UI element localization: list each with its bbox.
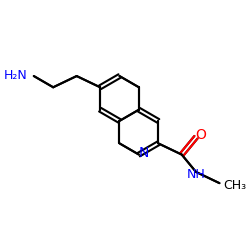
Text: CH₃: CH₃ — [224, 179, 247, 192]
Text: N: N — [138, 146, 148, 160]
Text: H₂N: H₂N — [4, 68, 28, 82]
Text: O: O — [196, 128, 206, 142]
Text: NH: NH — [187, 168, 206, 181]
